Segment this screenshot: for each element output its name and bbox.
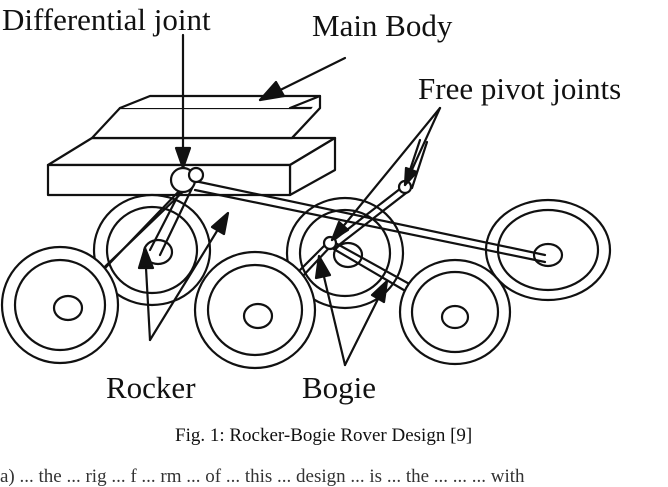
- wheel-front-middle: [193, 250, 317, 370]
- main-body-label: Main Body: [312, 8, 453, 43]
- arrow-free-pivot-2: [403, 106, 442, 187]
- cut-off-body-text: a) ... the ... rig ... f ... rm ... of .…: [0, 466, 525, 487]
- free-pivot-joints-label: Free pivot joints: [418, 71, 622, 106]
- figure-caption: Fig. 1: Rocker-Bogie Rover Design [9]: [175, 425, 473, 446]
- arrow-bogie-2: [343, 279, 389, 367]
- arrow-rocker-2: [137, 246, 155, 342]
- wheel-back-middle: [285, 196, 405, 310]
- arrow-rocker-1: [148, 211, 230, 342]
- wheel-back-left: [92, 193, 212, 307]
- wheel-front-right: [398, 258, 512, 366]
- differential-joint-label: Differential joint: [2, 2, 211, 37]
- arrow-main-body: [258, 56, 347, 102]
- bogie-label: Bogie: [302, 370, 377, 405]
- arrow-differential-joint: [174, 33, 192, 170]
- rocker-label: Rocker: [106, 370, 196, 405]
- arrow-bogie-1: [314, 254, 347, 367]
- wheel-front-left: [0, 245, 120, 365]
- wheel-back-right: [484, 198, 612, 302]
- arrow-free-pivot-1: [330, 106, 442, 242]
